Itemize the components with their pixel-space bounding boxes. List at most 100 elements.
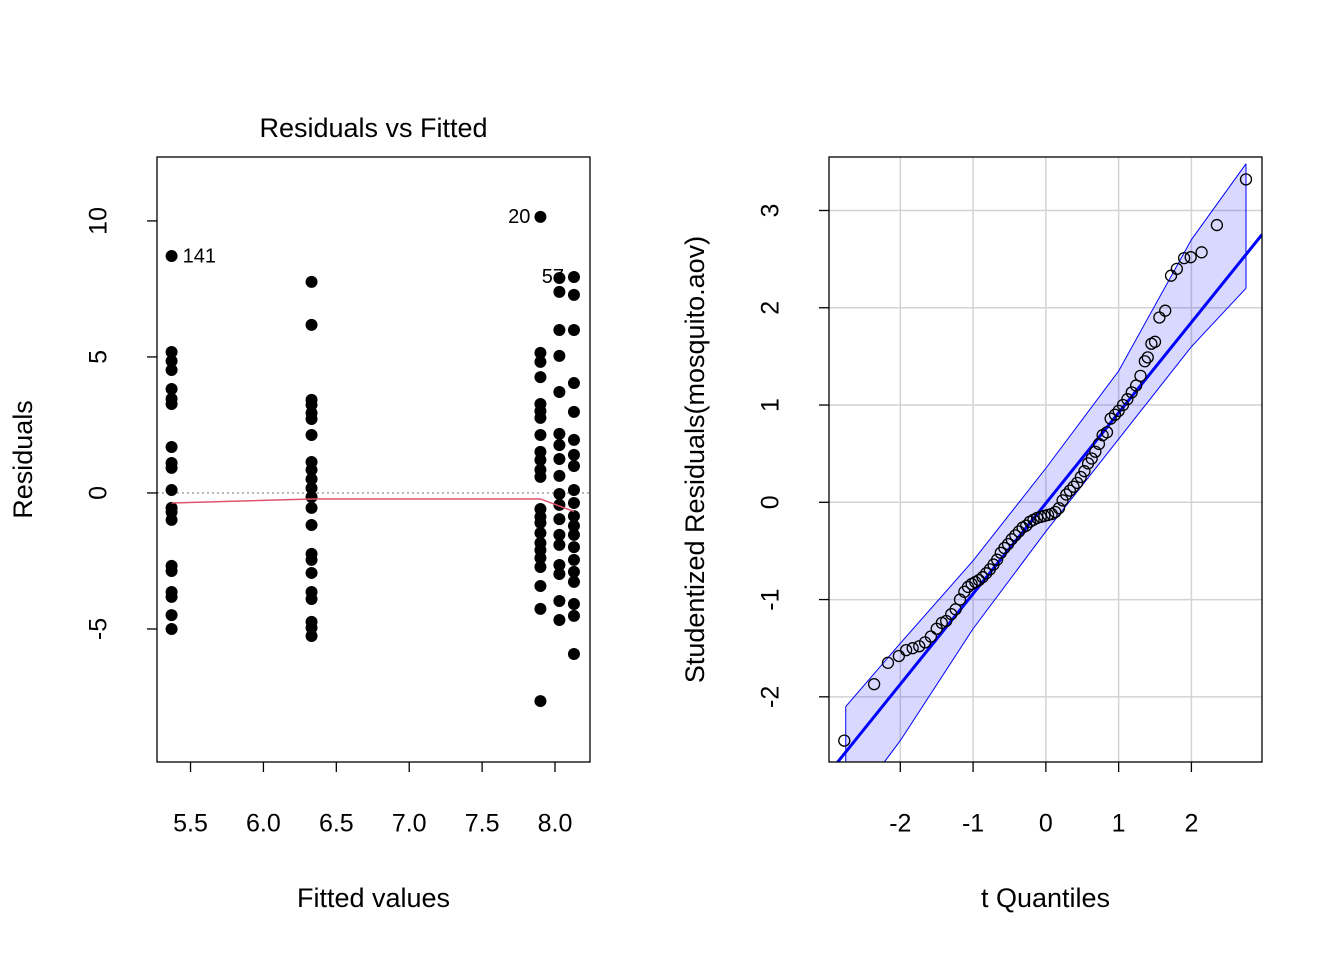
point: [305, 501, 318, 514]
point: [1210, 218, 1224, 232]
point: [553, 285, 566, 298]
point: [305, 491, 318, 504]
point: [165, 622, 178, 635]
y-tick-label: 1: [757, 398, 785, 412]
point: [1078, 465, 1091, 478]
reference-line: [835, 233, 1262, 762]
smooth-line: [171, 498, 575, 513]
point: [305, 482, 318, 495]
point: [1009, 529, 1022, 542]
point: [553, 272, 566, 285]
point: [881, 656, 895, 669]
point: [567, 377, 580, 390]
point: [534, 560, 547, 573]
point: [165, 483, 178, 496]
point: [838, 734, 851, 747]
point: [534, 526, 547, 539]
point: [567, 405, 580, 418]
point: [305, 593, 318, 606]
point: [899, 643, 913, 657]
point: [165, 513, 178, 526]
point: [567, 575, 580, 588]
point: [1108, 408, 1122, 421]
point-label: 57: [542, 266, 564, 288]
point: [867, 678, 881, 691]
point: [1239, 173, 1253, 186]
y-axis-label: Studentized Residuals(mosquito.aov): [680, 236, 710, 683]
x-tick-label: 2: [1184, 810, 1198, 838]
point: [534, 346, 547, 359]
point: [305, 630, 318, 643]
point: [553, 386, 566, 399]
y-tick-label: 10: [85, 207, 113, 235]
point: [534, 602, 547, 615]
point: [305, 463, 318, 476]
point: [165, 590, 178, 603]
point: [1184, 251, 1197, 264]
x-tick-label: 6.5: [319, 810, 354, 838]
point: [1067, 480, 1080, 493]
point: [972, 573, 986, 587]
point: [534, 579, 547, 592]
x-tick-label: 1: [1112, 810, 1126, 838]
point: [567, 565, 580, 578]
point: [553, 528, 566, 541]
point: [1104, 412, 1117, 425]
envelope-upper: [845, 163, 1247, 707]
point: [553, 427, 566, 440]
point: [534, 429, 547, 442]
point: [1125, 386, 1138, 399]
chart-title: Residuals vs Fitted: [259, 113, 487, 143]
point: [567, 648, 580, 661]
point: [553, 513, 566, 526]
point: [567, 519, 580, 532]
point: [567, 528, 580, 541]
y-tick-label: 0: [85, 486, 113, 500]
point: [553, 452, 566, 465]
point: [553, 324, 566, 337]
point: [567, 483, 580, 496]
x-tick-label: 7.5: [465, 810, 500, 838]
y-axis-label: Residuals: [8, 400, 38, 519]
point: [1141, 351, 1154, 364]
point: [1138, 355, 1151, 368]
point: [305, 566, 318, 579]
plot-area: [829, 157, 1262, 762]
point: [165, 346, 178, 359]
point: [534, 551, 547, 564]
point: [534, 454, 547, 467]
point: [305, 318, 318, 331]
point: [1121, 393, 1134, 406]
plot-frame: [828, 156, 1263, 763]
point: [553, 594, 566, 607]
point: [553, 488, 566, 501]
point: [567, 433, 580, 446]
point: [165, 440, 178, 453]
point: [534, 355, 547, 368]
point: [165, 250, 178, 263]
plot-frame: [156, 156, 591, 763]
point: [567, 460, 580, 473]
point: [305, 412, 318, 425]
point: [305, 553, 318, 566]
x-axis-label: t Quantiles: [981, 883, 1110, 913]
point: [534, 411, 547, 424]
panel: 5.5 6.0 6.5 7.0 7.5 8.0 -5 0 5 10 Residuals vs Fit…: [8, 113, 591, 913]
x-tick-label: 7.0: [392, 810, 427, 838]
point: [534, 695, 547, 708]
y-tick-label: -1: [757, 588, 785, 610]
point: [1049, 505, 1062, 519]
point: [553, 613, 566, 626]
point: [553, 349, 566, 362]
point: [567, 270, 580, 283]
point: [165, 609, 178, 622]
y-tick-label: 5: [85, 350, 113, 364]
x-tick-label: 6.0: [246, 810, 281, 838]
point: [1100, 426, 1114, 439]
point: [976, 571, 989, 584]
point: [534, 210, 547, 223]
point: [1134, 369, 1147, 383]
point: [165, 565, 178, 578]
point: [165, 355, 178, 368]
point: [165, 461, 178, 474]
